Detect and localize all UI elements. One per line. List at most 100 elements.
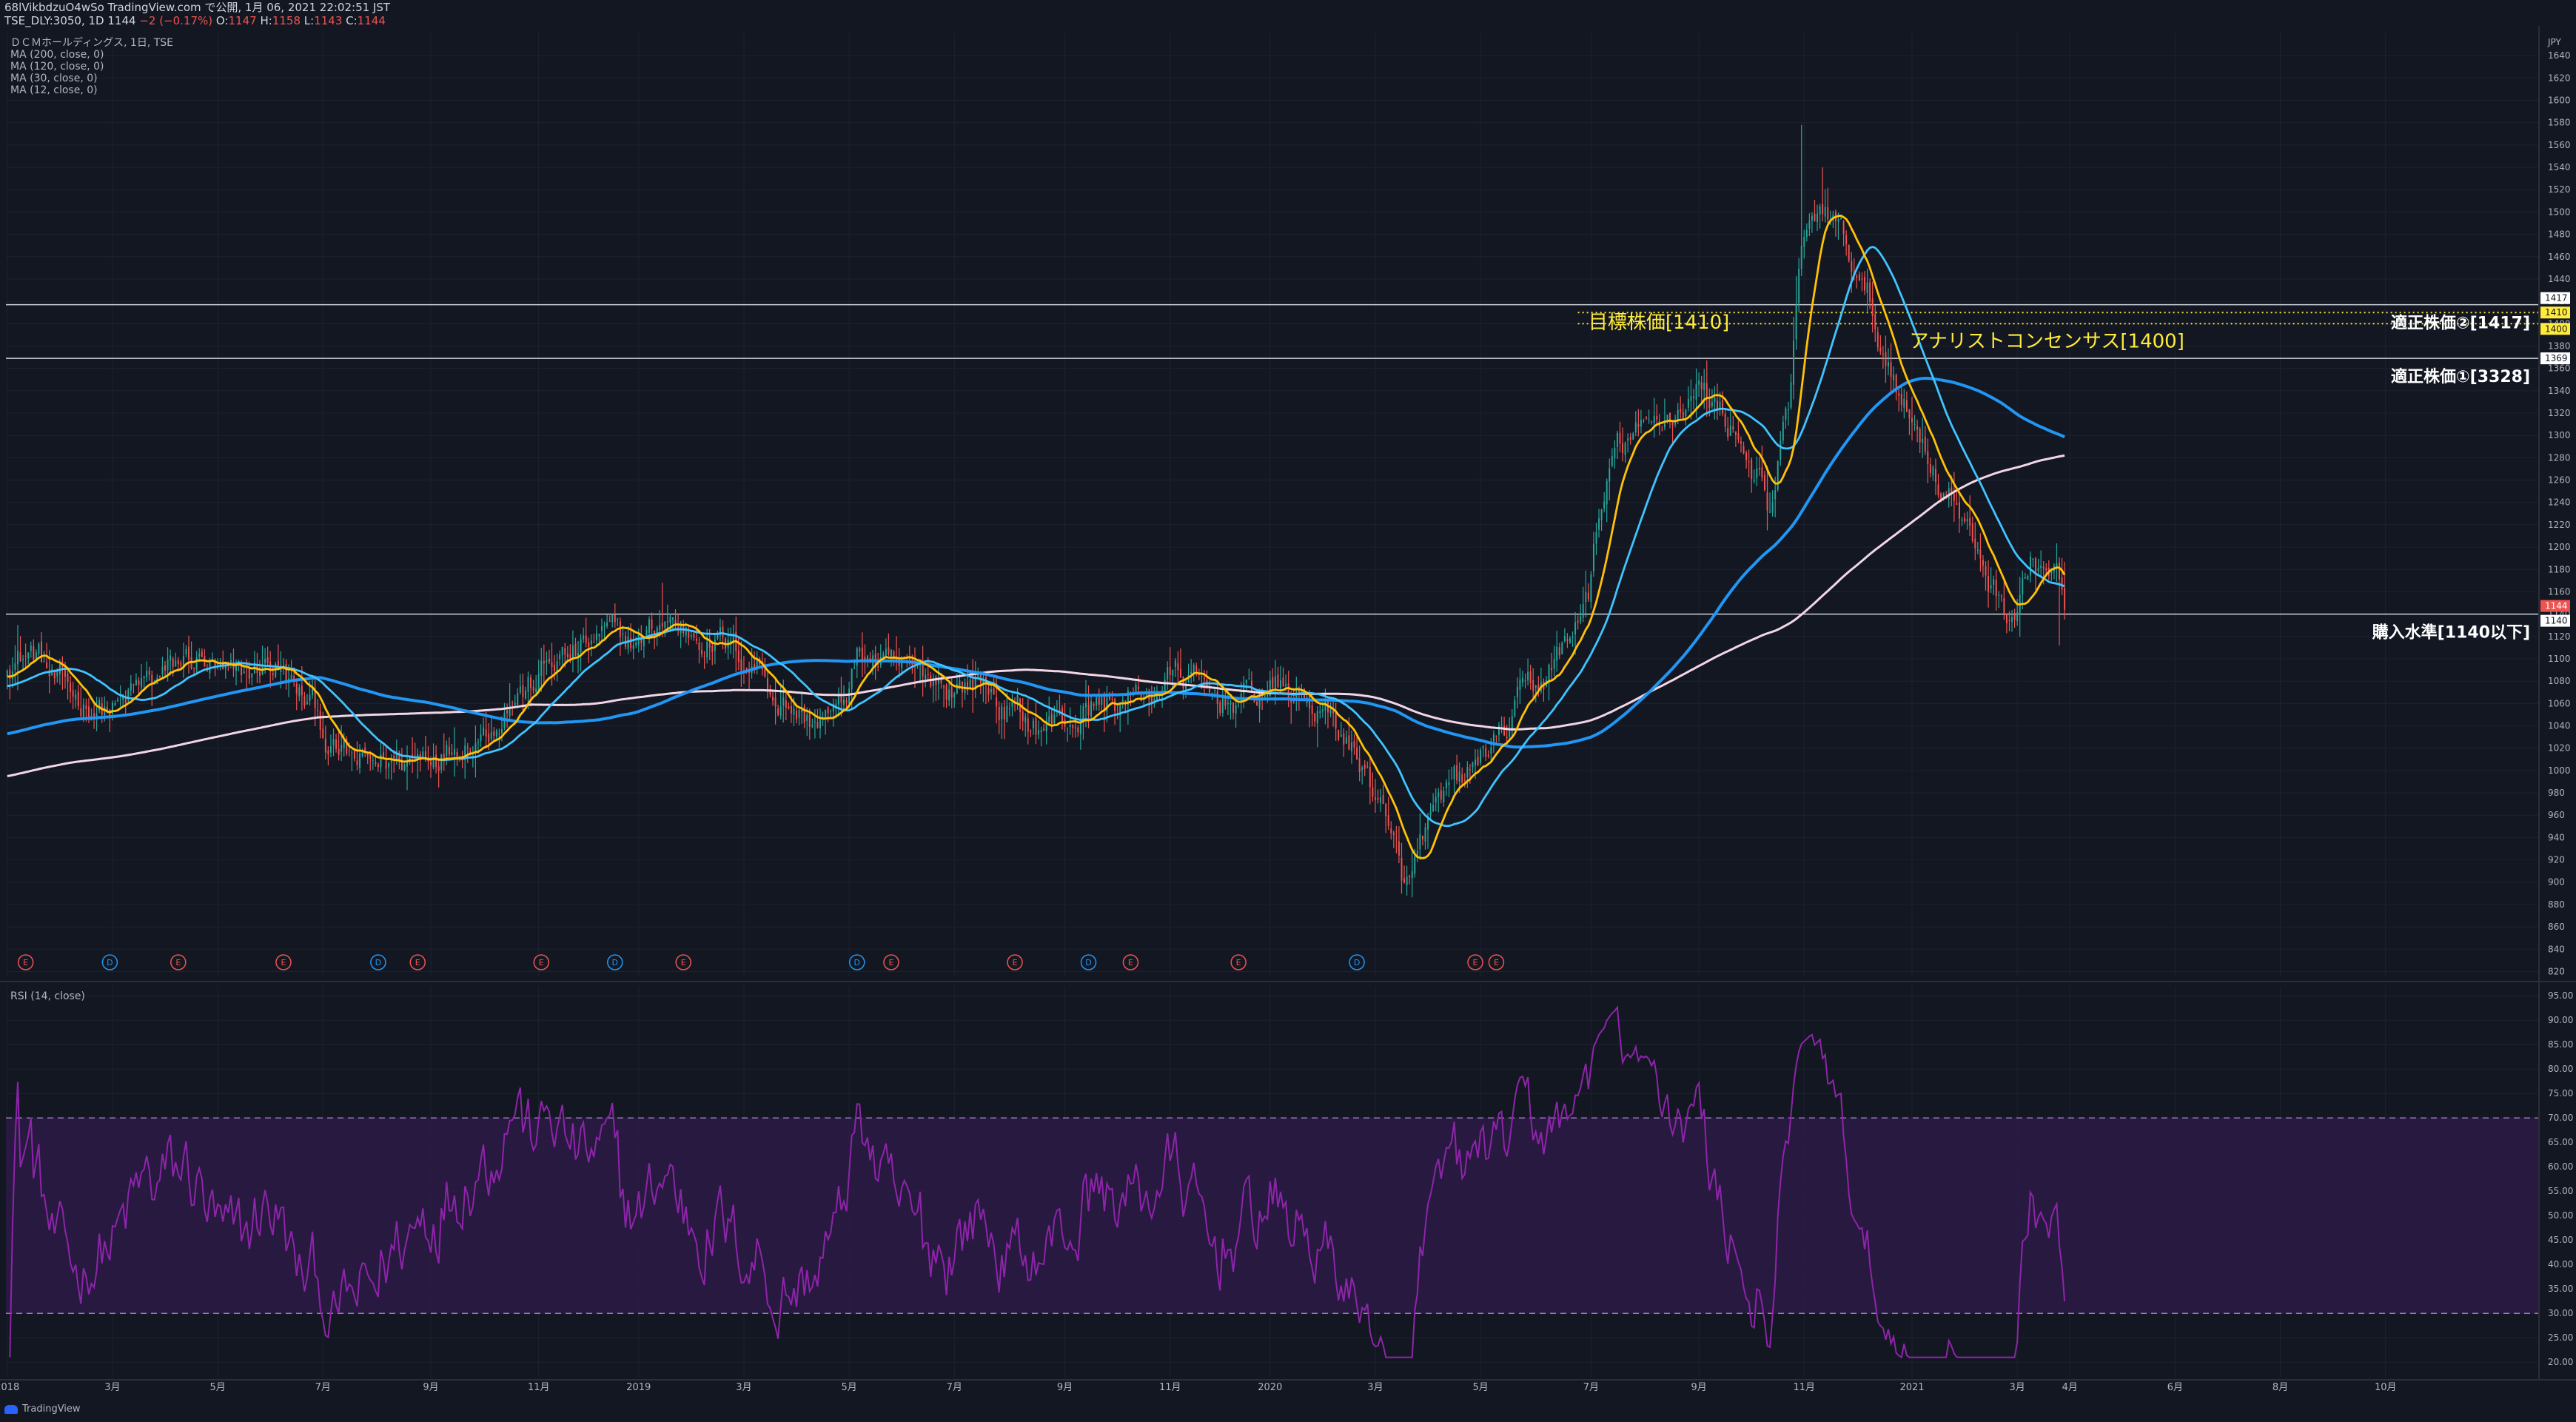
earnings-marker[interactable] [1488,954,1505,970]
candle-body [1016,695,1019,705]
candle-body [1406,876,1408,885]
candle-body [1250,680,1252,692]
legend-ma12[interactable]: MA (12, close, 0) [10,84,98,96]
candle-body [1774,490,1777,500]
candle-body [1043,728,1045,731]
candle-body [1703,383,1705,390]
candle-body [1590,574,1592,603]
candle-body [1232,702,1234,713]
candle-body [798,710,800,718]
candle-body [851,669,853,689]
candle-body [1074,727,1076,728]
earnings-marker[interactable] [883,954,899,970]
candle-body [1429,811,1432,816]
candle-body [819,718,821,728]
candle-body [312,686,314,696]
dividend-marker[interactable] [849,954,865,970]
candle-body [571,645,574,660]
candle-body [635,643,637,645]
event-marker-letter: E [23,958,28,967]
dividend-marker[interactable] [1080,954,1097,970]
candle-body [1027,718,1029,732]
candle-body [1445,782,1447,788]
candle-body [1976,549,1979,551]
price-tick-label: 1380 [2548,341,2571,351]
earnings-marker[interactable] [1230,954,1247,970]
time-tick-label: 5月 [209,1382,225,1393]
candle-body [1556,646,1558,661]
candle-body [1745,452,1748,460]
candle-body [1888,362,1889,367]
earnings-marker[interactable] [675,954,691,970]
candle-body [1656,415,1658,420]
candle-body [446,745,448,757]
candle-body [419,754,421,757]
candle-body [1532,680,1534,691]
legend-ma30[interactable]: MA (30, close, 0) [10,73,98,84]
earnings-marker[interactable] [170,954,187,970]
candle-body [1743,446,1745,454]
legend-symbol[interactable]: ＤＣＭホールディングス, 1日, TSE [10,37,174,49]
candle-body [956,683,958,694]
price-tick-label: 980 [2548,788,2565,798]
time-tick-label: 10月 [2375,1382,2397,1393]
candle-body [1592,543,1594,571]
price-tick-label: 1520 [2548,184,2571,195]
price-tick-label: 1020 [2548,743,2571,754]
candle-body [1267,694,1269,697]
candle-body [477,742,479,743]
candle-body [1287,683,1289,699]
candle-body [324,738,326,753]
candle-body [693,633,695,638]
candle-body [1551,668,1553,671]
candle-body [1537,684,1540,690]
candle-body [1922,438,1924,443]
earnings-marker[interactable] [533,954,550,970]
legend-ma200[interactable]: MA (200, close, 0) [10,49,104,61]
candle-body [1700,382,1703,389]
candle-body [1814,213,1816,221]
candle-body [1614,447,1616,458]
ma30-line [7,246,2065,828]
candle-body [1587,592,1589,600]
dividend-marker[interactable] [370,954,386,970]
time-tick-label: 3月 [1367,1382,1383,1393]
legend-ma120[interactable]: MA (120, close, 0) [10,61,104,73]
earnings-marker[interactable] [17,954,34,970]
candle-body [785,700,787,708]
candle-body [1780,440,1782,460]
candle-body [1827,207,1829,220]
earnings-marker[interactable] [1007,954,1023,970]
rsi-legend[interactable]: RSI (14, close) [10,990,85,1002]
candle-body [1785,408,1787,420]
time-tick-label: 8月 [2273,1382,2288,1393]
candle-body [837,694,839,705]
candle-body [1761,467,1763,478]
time-tick-label: 9月 [1691,1382,1706,1393]
candle-body [214,660,216,668]
candle-body [1637,424,1640,427]
candle-body [1098,697,1100,705]
earnings-marker[interactable] [1467,954,1483,970]
earnings-marker[interactable] [409,954,426,970]
candle-body [1364,765,1366,769]
candle-body [185,648,187,654]
candle-body [361,750,363,757]
dividend-marker[interactable] [607,954,623,970]
dividend-marker[interactable] [101,954,118,970]
earnings-marker[interactable] [275,954,292,970]
candle-body [53,671,56,679]
candle-body [822,719,824,721]
tradingview-logo-icon [4,1404,18,1414]
candle-body [1456,765,1458,781]
dividend-marker[interactable] [1349,954,1365,970]
candle-body [1050,714,1053,726]
candle-body [1619,432,1621,444]
earnings-marker[interactable] [1122,954,1139,970]
candle-body [982,678,985,685]
candle-body [698,643,700,651]
candle-body [611,614,614,623]
candle-body [338,748,340,755]
